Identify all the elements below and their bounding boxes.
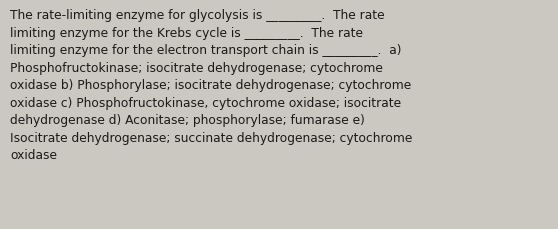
- Text: The rate-limiting enzyme for glycolysis is _________.  The rate
limiting enzyme : The rate-limiting enzyme for glycolysis …: [10, 9, 412, 161]
